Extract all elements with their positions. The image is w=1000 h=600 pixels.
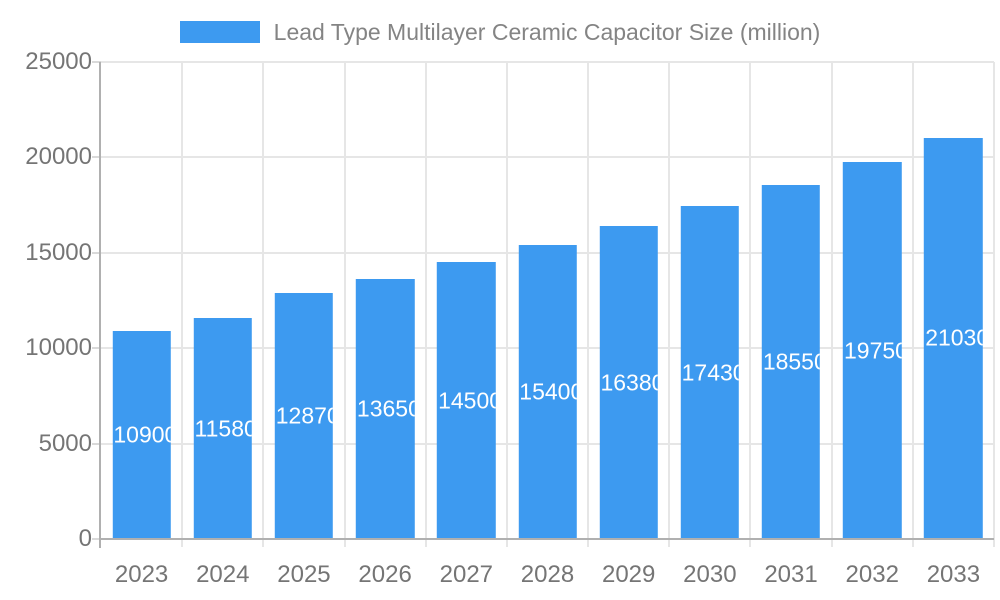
x-axis-line: [101, 538, 994, 540]
y-tick-mark: [92, 538, 101, 540]
y-tick-label: 25000: [25, 48, 92, 75]
gridline-vertical: [993, 62, 995, 547]
y-tick-label: 0: [78, 525, 92, 552]
bar[interactable]: 21030: [924, 137, 983, 539]
x-tick-label: 2028: [520, 561, 575, 588]
bar[interactable]: 14500: [437, 262, 496, 539]
x-tick-label: 2027: [439, 561, 494, 588]
x-tick-label: 2033: [926, 561, 981, 588]
gridline-vertical: [668, 62, 671, 547]
x-tick-label: 2029: [601, 561, 656, 588]
bar[interactable]: 12870: [274, 293, 334, 539]
gridline-vertical: [505, 62, 508, 547]
gridline-vertical: [424, 62, 427, 547]
y-tick-label: 5000: [38, 429, 92, 457]
x-tick-label: 2023: [114, 561, 169, 588]
gridline-vertical: [262, 62, 265, 547]
bar-value-label: 11580: [194, 415, 252, 442]
y-tick-mark: [92, 156, 101, 159]
gridline-vertical: [343, 62, 346, 547]
gridline-vertical: [749, 62, 752, 547]
bar-value-label: 15400: [519, 378, 576, 405]
gridline-vertical: [181, 62, 184, 547]
bar-value-label: 19750: [844, 337, 901, 364]
bar-value-label: 10900: [113, 421, 170, 448]
x-tick-label: 2030: [683, 561, 737, 588]
x-tick-label: 2025: [277, 561, 331, 588]
bar[interactable]: 10900: [112, 331, 171, 539]
y-tick-mark: [92, 61, 101, 63]
gridline-vertical: [830, 62, 833, 547]
bar[interactable]: 16380: [599, 226, 658, 539]
bar-value-label: 14500: [438, 387, 495, 414]
bar[interactable]: 11580: [193, 318, 252, 539]
bar[interactable]: 15400: [518, 245, 577, 539]
bar-value-label: 17430: [681, 359, 739, 386]
x-axis-labels: 2023 2024 2025 2026 2027 2028 2029 2030 2031 2032…: [101, 561, 994, 594]
bar[interactable]: 17430: [680, 206, 740, 539]
y-tick-label: 10000: [25, 334, 92, 362]
gridline-horizontal: [101, 156, 994, 159]
gridline-vertical: [911, 62, 914, 547]
y-tick-label: 20000: [25, 143, 92, 171]
x-tick-label: 2024: [196, 561, 250, 588]
bar-value-label: 21030: [925, 324, 982, 351]
legend-swatch: [179, 21, 260, 43]
y-axis-line: [99, 62, 101, 548]
bar[interactable]: 18550: [761, 185, 821, 539]
gridline-horizontal: [101, 61, 994, 63]
bar[interactable]: 13650: [355, 278, 415, 539]
bar-value-label: 16380: [600, 369, 657, 396]
y-tick-label: 15000: [25, 238, 92, 266]
gridline-vertical: [587, 62, 590, 547]
y-axis-labels: 0 5000 10000 15000 20000 25000: [0, 50, 92, 551]
x-tick-label: 2032: [845, 561, 899, 588]
y-tick-mark: [92, 251, 101, 254]
legend-label: Lead Type Multilayer Ceramic Capacitor S…: [273, 18, 821, 45]
bar-value-label: 18550: [762, 348, 820, 375]
x-tick-label: 2031: [764, 561, 818, 588]
bar[interactable]: 19750: [843, 162, 902, 539]
bar-value-label: 13650: [356, 395, 414, 422]
legend[interactable]: Lead Type Multilayer Ceramic Capacitor S…: [0, 17, 1000, 47]
x-tick-label: 2026: [358, 561, 412, 588]
y-tick-mark: [92, 347, 101, 350]
y-tick-mark: [92, 442, 101, 445]
bar-value-label: 12870: [275, 402, 333, 429]
plot-area: 10900 11580 12870 13650 14500 15400 16380 17430…: [92, 61, 995, 548]
